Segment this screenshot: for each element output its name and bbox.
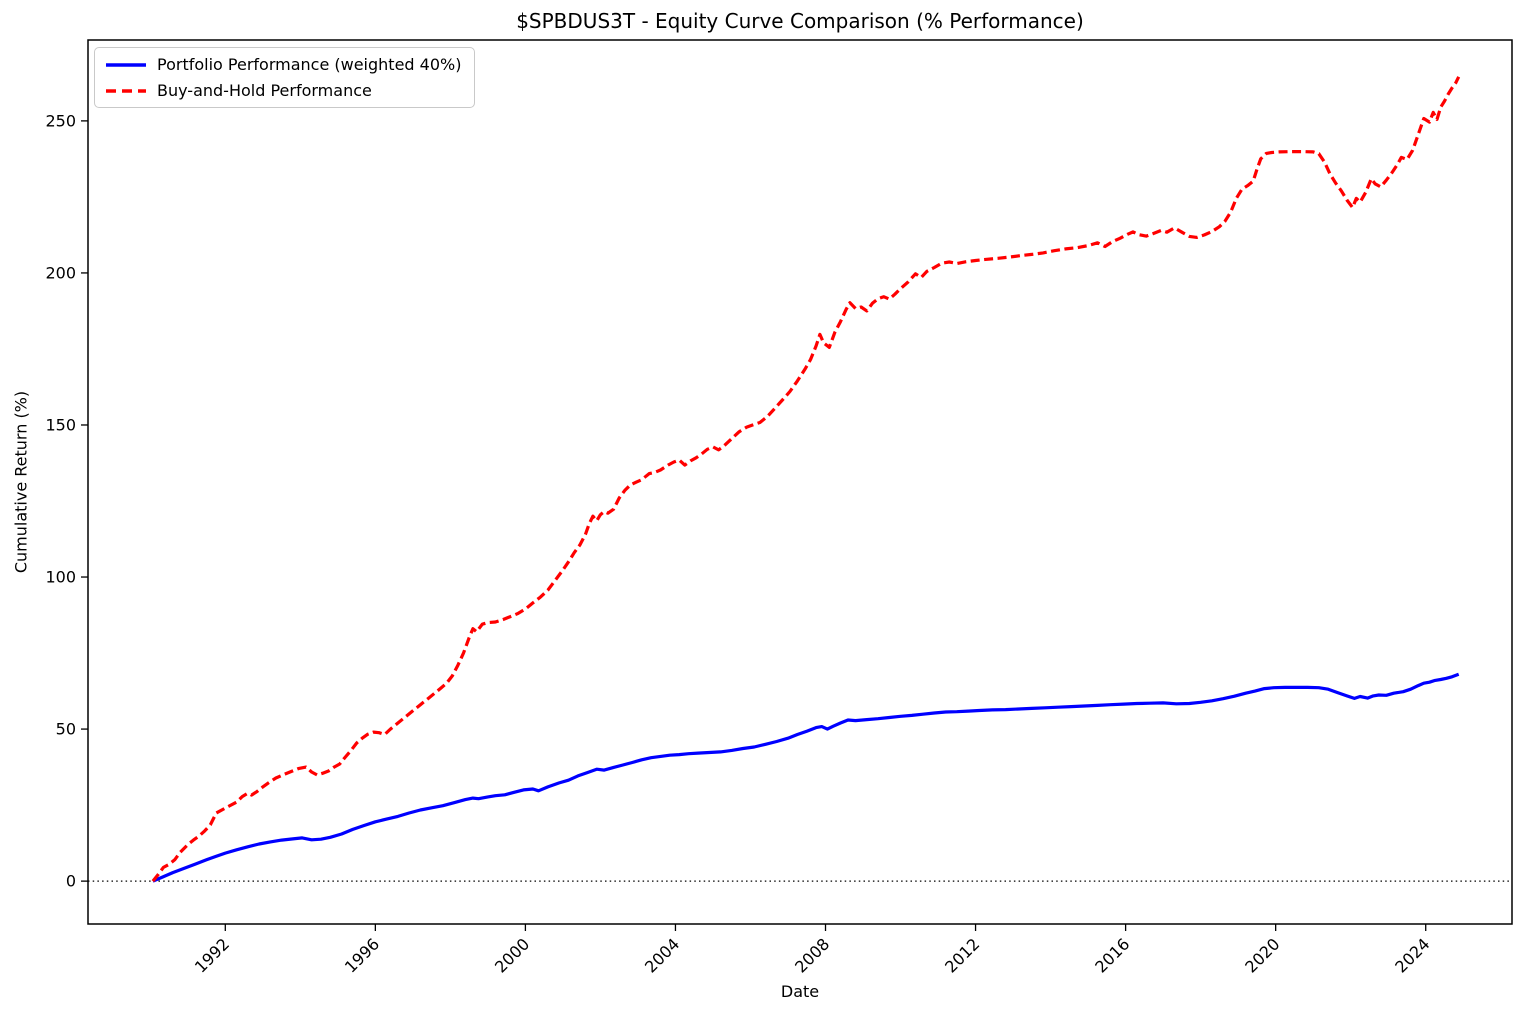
chart-title: $SPBDUS3T - Equity Curve Comparison (% P… [516,9,1084,33]
plot-frame [87,39,1513,925]
y-axis-tick-label: 250 [45,111,76,130]
legend-label-portfolio: Portfolio Performance (weighted 40%) [157,55,462,74]
legend-label-buy-and-hold: Buy-and-Hold Performance [157,81,372,100]
y-axis-tick-label: 200 [45,263,76,282]
legend-item-buy-and-hold: Buy-and-Hold Performance [105,81,461,100]
legend: Portfolio Performance (weighted 40%) Buy… [94,47,476,108]
y-axis-tick-label: 0 [66,872,76,891]
y-axis-tick-label: 50 [56,720,76,739]
series-line-portfolio-performance-weighted-40 [152,672,1460,883]
x-axis-tick-label: 1996 [341,934,383,976]
x-axis-tick-label: 2024 [1391,934,1433,976]
series-line-buy-and-hold-performance [151,76,1461,883]
x-axis-tick-label: 1992 [191,934,233,976]
x-axis-tick-label: 2016 [1091,934,1133,976]
x-axis-tick-label: 2004 [641,934,683,976]
x-axis-tick-label: 2012 [941,934,983,976]
x-axis-label: Date [780,982,820,1001]
x-axis-tick-label: 2020 [1241,934,1283,976]
y-axis-tick-label: 100 [45,568,76,587]
x-axis-tick-label: 2008 [791,934,833,976]
legend-item-portfolio: Portfolio Performance (weighted 40%) [105,55,461,74]
legend-line-sample-solid [106,62,146,67]
y-axis-label: Cumulative Return (%) [11,390,31,574]
legend-line-sample-dashed [106,88,146,93]
y-axis-tick-label: 150 [45,415,76,434]
x-axis-tick-label: 2000 [491,934,533,976]
